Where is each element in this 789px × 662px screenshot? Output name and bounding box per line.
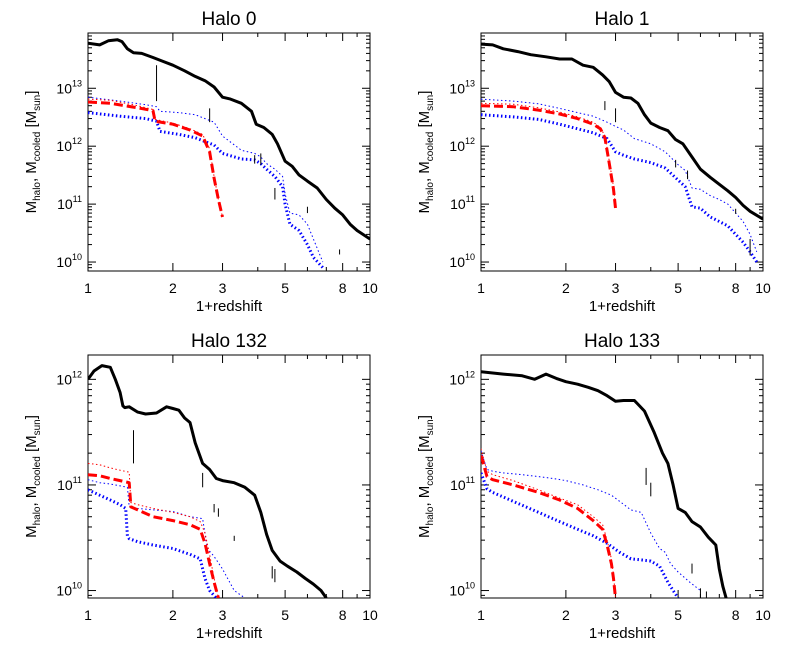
- y-tick-label: 1010: [449, 252, 475, 270]
- x-tick-label: 8: [339, 280, 347, 296]
- series-line-3: [88, 462, 219, 598]
- series-line-1: [481, 450, 701, 591]
- x-axis-label: 1+redshift: [589, 298, 656, 315]
- y-tick-label: 1013: [56, 78, 82, 96]
- chart-panel-0: Halo 0 1010 1011 1012 1013 1 2 3 5 8 10 1+redshift M…: [23, 9, 378, 315]
- y-tick-label: 1012: [56, 136, 82, 154]
- plot-frame: [480, 32, 764, 272]
- series-line-4: [481, 104, 617, 209]
- chart-title: Halo 133: [584, 331, 660, 352]
- y-tick-label: 1012: [449, 369, 475, 387]
- x-tick-label: 8: [339, 607, 347, 623]
- x-tick-label: 5: [281, 607, 289, 623]
- chart-panel-3: Halo 133 1010 1011 1012 1 2 3 5 8 10 1+redshift Mha…: [416, 331, 771, 642]
- y-axis-label: Mhalo, Mcooled [Msun]: [23, 91, 43, 214]
- y-tick-label: 1011: [450, 475, 475, 493]
- x-tick-label: 2: [562, 280, 570, 296]
- chart-title: Halo 132: [191, 331, 267, 352]
- x-tick-label: 8: [732, 280, 740, 296]
- plot-frame: [87, 32, 371, 272]
- x-tick-label: 3: [219, 280, 227, 296]
- series-line-4: [481, 455, 617, 598]
- y-axis-label: Mhalo, Mcooled [Msun]: [23, 415, 43, 538]
- y-tick-label: 1010: [56, 252, 82, 270]
- y-tick-label: 1011: [57, 194, 82, 212]
- series-line-1: [481, 98, 758, 252]
- series-line-2: [481, 113, 758, 263]
- chart-title: Halo 0: [202, 9, 257, 30]
- series-line-4: [88, 473, 220, 598]
- x-axis-label: 1+redshift: [196, 625, 263, 642]
- series-line-2: [481, 472, 680, 598]
- series-line-2: [88, 488, 218, 598]
- x-tick-label: 10: [362, 607, 378, 623]
- series-line-0: [481, 42, 763, 221]
- series-group: [481, 370, 728, 598]
- series-line-1: [88, 96, 324, 263]
- x-tick-label: 2: [562, 607, 570, 623]
- chart-title: Halo 1: [595, 9, 650, 30]
- series-line-3: [481, 102, 616, 207]
- y-axis-label: Mhalo, Mcooled [Msun]: [416, 415, 436, 538]
- series-group: [88, 364, 328, 598]
- series-line-0: [88, 364, 328, 598]
- x-tick-label: 1: [84, 607, 92, 623]
- series-group: [88, 38, 370, 269]
- series-line-2: [88, 111, 324, 269]
- x-axis-label: 1+redshift: [589, 625, 656, 642]
- y-tick-label: 1011: [450, 194, 475, 212]
- series-line-0: [481, 370, 728, 598]
- y-tick-label: 1011: [57, 475, 82, 493]
- series-line-4: [88, 100, 224, 218]
- x-tick-label: 8: [732, 607, 740, 623]
- x-tick-label: 10: [362, 280, 378, 296]
- x-tick-label: 10: [755, 607, 771, 623]
- plot-frame: [480, 354, 764, 599]
- x-tick-label: 2: [169, 607, 177, 623]
- x-tick-label: 5: [281, 280, 289, 296]
- series-group: [481, 42, 763, 263]
- x-tick-label: 3: [612, 280, 620, 296]
- x-tick-label: 3: [612, 607, 620, 623]
- y-tick-label: 1012: [56, 369, 82, 387]
- x-tick-label: 3: [219, 607, 227, 623]
- y-tick-label: 1012: [449, 136, 475, 154]
- chart-panel-2: Halo 132 1010 1011 1012 1 2 3 5 8 10 1+redshift Mha…: [23, 331, 378, 642]
- series-line-1: [88, 479, 246, 598]
- y-axis-label: Mhalo, Mcooled [Msun]: [416, 91, 436, 214]
- x-tick-label: 1: [477, 607, 485, 623]
- y-tick-label: 1010: [56, 581, 82, 599]
- chart-panel-1: Halo 1 1010 1011 1012 1013 1 2 3 5 8 10 1+redshift M…: [416, 9, 771, 315]
- y-tick-label: 1010: [449, 581, 475, 599]
- x-tick-label: 5: [674, 607, 682, 623]
- x-axis-label: 1+redshift: [196, 298, 263, 315]
- plot-frame: [87, 354, 371, 599]
- series-line-0: [88, 38, 370, 241]
- x-tick-label: 1: [84, 280, 92, 296]
- x-tick-label: 1: [477, 280, 485, 296]
- x-tick-label: 2: [169, 280, 177, 296]
- x-tick-label: 5: [674, 280, 682, 296]
- y-tick-label: 1013: [449, 78, 475, 96]
- series-line-3: [481, 448, 616, 598]
- x-tick-label: 10: [755, 280, 771, 296]
